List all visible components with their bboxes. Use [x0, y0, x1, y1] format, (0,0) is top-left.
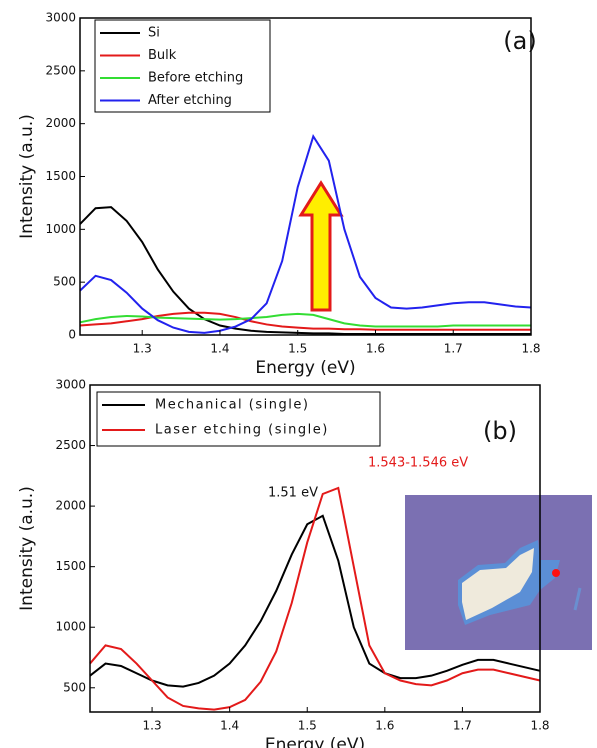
legend-box: [94, 19, 271, 113]
y-tick-label: 1000: [55, 620, 86, 634]
y-tick-label: 500: [63, 680, 86, 694]
y-axis-label: Intensity (a.u.): [17, 114, 37, 239]
x-tick-label: 1.8: [521, 342, 540, 356]
y-tick-label: 500: [53, 275, 76, 289]
y-tick-label: 0: [68, 328, 76, 342]
panel-label: (a): [503, 27, 536, 55]
y-tick-label: 2000: [55, 499, 86, 513]
y-tick-label: 2500: [55, 438, 86, 452]
series-line: [89, 486, 541, 711]
panel: 0 500 1000 1500 2000 2500 3000 1.3 1.4 1.5 1.6 1.7 1…: [17, 11, 541, 379]
y-tick-label: 1500: [55, 559, 86, 573]
x-tick-label: 1.3: [143, 719, 162, 733]
legend-label: Si: [148, 26, 160, 41]
y-tick-label: 3000: [45, 11, 76, 25]
x-tick-label: 1.3: [133, 342, 152, 356]
x-tick-label: 1.7: [453, 719, 472, 733]
x-tick-label: 1.5: [298, 719, 317, 733]
x-tick-label: 1.6: [375, 719, 394, 733]
legend-label: Bulk: [148, 48, 177, 63]
x-tick-label: 1.7: [444, 342, 463, 356]
y-tick-label: 2500: [45, 63, 76, 77]
x-tick-label: 1.8: [530, 719, 549, 733]
y-tick-label: 3000: [55, 378, 86, 392]
plots: 0 500 1000 1500 2000 2500 3000 1.3 1.4 1.5 1.6 1.7 1…: [17, 11, 550, 748]
panel: 500 1000 1500 2000 2500 3000 1.3 1.4 1.5 1.6 1.7 1.…: [17, 378, 550, 748]
panel-label: (b): [483, 417, 517, 445]
legend-label: Laser etching (single): [155, 423, 329, 438]
y-tick-label: 1500: [45, 169, 76, 183]
arrow: [298, 180, 344, 312]
x-tick-label: 1.4: [220, 719, 239, 733]
annotation: 1.51 eV: [268, 486, 318, 501]
inset-photo: [405, 495, 592, 650]
y-tick-label: 1000: [45, 222, 76, 236]
x-tick-label: 1.5: [288, 342, 307, 356]
series-line: [79, 133, 532, 334]
x-axis-label: Energy (eV): [265, 735, 365, 748]
x-tick-label: 1.6: [366, 342, 385, 356]
annotation: 1.543-1.546 eV: [368, 456, 468, 471]
legend-box: [96, 391, 381, 447]
legend-label: Before etching: [148, 71, 243, 86]
y-tick-label: 2000: [45, 116, 76, 130]
series-line: [79, 312, 531, 328]
legend-label: Mechanical (single): [155, 398, 309, 413]
x-axis-label: Energy (eV): [255, 358, 355, 378]
x-tick-label: 1.4: [210, 342, 229, 356]
series-line: [79, 206, 531, 335]
y-axis-label: Intensity (a.u.): [17, 486, 37, 611]
legend-label: After etching: [148, 93, 232, 108]
plot-frame: [89, 384, 541, 713]
